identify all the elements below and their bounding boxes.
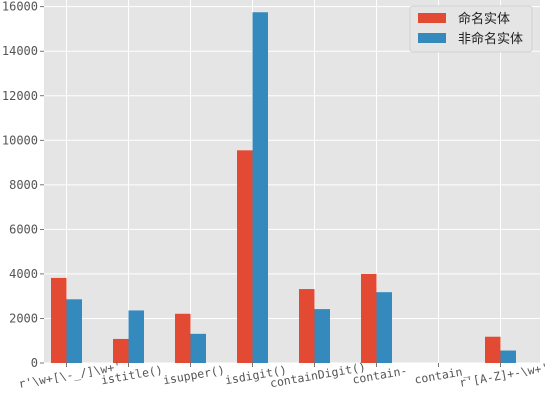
y-tick-label: 16000 bbox=[2, 0, 38, 14]
bars bbox=[51, 12, 516, 363]
bar-series-2-7 bbox=[500, 350, 516, 363]
plot-background bbox=[44, 0, 540, 363]
bar-series-2-3 bbox=[252, 12, 268, 363]
legend-swatch-series-2 bbox=[418, 33, 446, 43]
bar-series-1-7 bbox=[485, 336, 501, 363]
bar-series-2-4 bbox=[314, 309, 330, 363]
bar-series-2-2 bbox=[190, 333, 206, 363]
y-tick-label: 8000 bbox=[9, 178, 38, 192]
x-tick-label: r'[A-Z]+-\w+' bbox=[458, 360, 549, 389]
legend: 命名实体 非命名实体 bbox=[409, 5, 533, 53]
bar-series-1-1 bbox=[113, 338, 129, 363]
bar-series-2-5 bbox=[376, 292, 392, 363]
x-axis: r'\w+[\-_/]\w+'istitle()isupper()isdigit… bbox=[17, 359, 549, 391]
bar-series-1-2 bbox=[175, 313, 191, 363]
bar-series-1-5 bbox=[361, 273, 377, 363]
y-tick-label: 6000 bbox=[9, 222, 38, 236]
y-tick-label: 0 bbox=[31, 356, 38, 370]
x-tick-label: isupper() bbox=[162, 363, 226, 388]
legend-swatch-series-1 bbox=[418, 13, 446, 23]
y-tick-label: 2000 bbox=[9, 311, 38, 325]
y-tick-label: 14000 bbox=[2, 44, 38, 58]
bar-series-2-1 bbox=[128, 310, 144, 363]
legend-label-series-1: 命名实体 bbox=[458, 11, 510, 27]
bar-series-1-4 bbox=[299, 289, 315, 363]
legend-label-series-2: 非命名实体 bbox=[458, 31, 523, 47]
y-tick-label: 12000 bbox=[2, 89, 38, 103]
bar-series-1-0 bbox=[51, 277, 67, 363]
y-axis: 0 2000 4000 6000 8000 10000 12000 14000 16000 bbox=[2, 0, 44, 370]
bar-series-1-3 bbox=[237, 150, 253, 363]
y-tick-label: 10000 bbox=[2, 133, 38, 147]
y-tick-label: 4000 bbox=[9, 267, 38, 281]
bar-series-2-0 bbox=[66, 299, 82, 363]
